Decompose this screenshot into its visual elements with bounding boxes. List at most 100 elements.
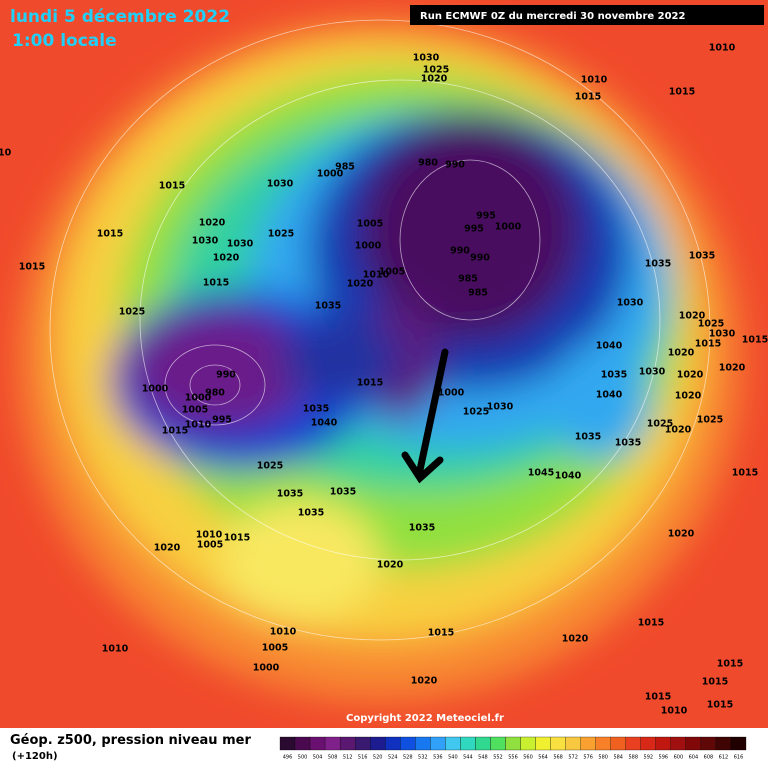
colorbar-label: 516: [358, 755, 368, 761]
colorbar-label: 496: [283, 755, 293, 761]
isobar-label: 1020: [668, 348, 695, 359]
isobar-label: 1030: [227, 239, 254, 250]
isobar-label: 1000: [438, 388, 465, 399]
colorbar-label: 608: [704, 755, 714, 761]
colorbar-swatch: [400, 736, 416, 751]
footer-lead: (+120h): [12, 751, 58, 762]
colorbar-label: 576: [583, 755, 593, 761]
colorbar-label: 588: [628, 755, 638, 761]
isobar-label: 1015: [707, 700, 733, 711]
isobar-label: 1025: [119, 307, 145, 318]
isobar-label: 985: [468, 288, 488, 299]
colorbar-label: 532: [418, 755, 428, 761]
colorbar-swatch: [655, 736, 671, 751]
colorbar-swatch: [625, 736, 641, 751]
colorbar-label: 600: [674, 755, 684, 761]
colorbar-swatch: [475, 736, 491, 751]
isobar-label: 1025: [698, 319, 724, 330]
isobar-label: 1030: [413, 53, 440, 64]
colorbar-swatch: [460, 736, 476, 751]
colorbar-swatch: [505, 736, 521, 751]
isobar-label: 1020: [677, 370, 704, 381]
colorbar-label: 568: [553, 755, 563, 761]
colorbar-swatch: [715, 736, 732, 751]
colorbar-label: 552: [493, 755, 503, 761]
isobar-label: 1020: [199, 218, 226, 229]
colorbar-label: 596: [659, 755, 669, 761]
isobar-label: 1030: [617, 298, 644, 309]
isobar-label: 1005: [197, 540, 223, 551]
isobar-label: 1010: [185, 420, 212, 431]
colorbar-label: 580: [598, 755, 608, 761]
colorbar-swatch: [339, 736, 356, 751]
isobar-label: 1015: [742, 335, 768, 346]
isobar-label: 1030: [192, 236, 219, 247]
colorbar-swatch: [520, 736, 536, 751]
isobar-label: 1020: [377, 560, 404, 571]
colorbar-swatch: [550, 736, 566, 751]
isobar-label: 995: [464, 224, 484, 235]
isobar-label: 1035: [409, 523, 435, 534]
map-time: 1:00 locale: [12, 31, 117, 51]
isobar-label: 1000: [495, 222, 522, 233]
isobar-label: 1025: [463, 407, 489, 418]
isobar-label: 1035: [315, 301, 341, 312]
colorbar-label: 564: [538, 755, 548, 761]
colorbar-swatch: [610, 736, 626, 751]
isobar-label: 1030: [639, 367, 666, 378]
isobar-label: 990: [216, 370, 236, 381]
isobar-label: 1035: [645, 259, 671, 270]
isobar-label: 1015: [203, 278, 229, 289]
colorbar-swatch: [355, 736, 371, 751]
map-field: [0, 0, 768, 728]
isobar-label: 1005: [379, 267, 405, 278]
colorbar-swatch: [445, 736, 461, 751]
isobar-label: 1015: [717, 659, 743, 670]
colorbar-swatch: [535, 736, 551, 751]
footer-title: Géop. z500, pression niveau mer: [10, 733, 251, 748]
isobar-label: 980: [418, 158, 438, 169]
isobar-label: 1015: [357, 378, 383, 389]
isobar-label: 1015: [669, 87, 695, 98]
isobar-label: 1020: [562, 634, 589, 645]
isobar-label: 1000: [317, 169, 344, 180]
colorbar-swatch: [294, 736, 311, 751]
isobar-label: 1020: [421, 74, 448, 85]
isobar-label: 1035: [330, 487, 356, 498]
colorbar-label: 616: [734, 755, 744, 761]
colorbar-swatch: [279, 736, 296, 751]
isobar-label: 1020: [679, 311, 706, 322]
isobar-label: 990: [450, 246, 470, 257]
isobar-label: 1015: [19, 262, 45, 273]
colorbar-swatch: [385, 736, 401, 751]
isobar-label: 1020: [213, 253, 240, 264]
isobar-label: 1040: [596, 341, 623, 352]
isobar-label: 1000: [253, 663, 280, 674]
colorbar-label: 572: [568, 755, 578, 761]
copyright: Copyright 2022 Meteociel.fr: [346, 713, 504, 724]
isobar-label: 1015: [97, 229, 123, 240]
isobar-label: 1045: [528, 468, 554, 479]
colorbar-label: 612: [719, 755, 729, 761]
colorbar-swatch: [685, 736, 702, 751]
isobar-label: 1015: [162, 426, 188, 437]
colorbar-label: 544: [463, 755, 473, 761]
isobar-label: 1025: [647, 419, 673, 430]
isobar-label: 1020: [411, 676, 438, 687]
isobar-label: 1015: [732, 468, 758, 479]
isobar-label: 1015: [702, 677, 728, 688]
isobar-label: 1025: [257, 461, 283, 472]
colorbar-swatch: [324, 736, 341, 751]
run-info: Run ECMWF 0Z du mercredi 30 novembre 202…: [420, 11, 686, 22]
isobar-label: 1035: [575, 432, 601, 443]
isobar-label: 1020: [347, 279, 374, 290]
isobar-label: 1035: [298, 508, 324, 519]
colorbar-label: 524: [388, 755, 398, 761]
colorbar-label: 504: [313, 755, 323, 761]
isobar-label: 985: [335, 162, 355, 173]
isobar-label: 1000: [142, 384, 169, 395]
isobar-label: 995: [212, 415, 232, 426]
isobar-label: 1005: [357, 219, 383, 230]
isobar-label: 1020: [719, 363, 746, 374]
